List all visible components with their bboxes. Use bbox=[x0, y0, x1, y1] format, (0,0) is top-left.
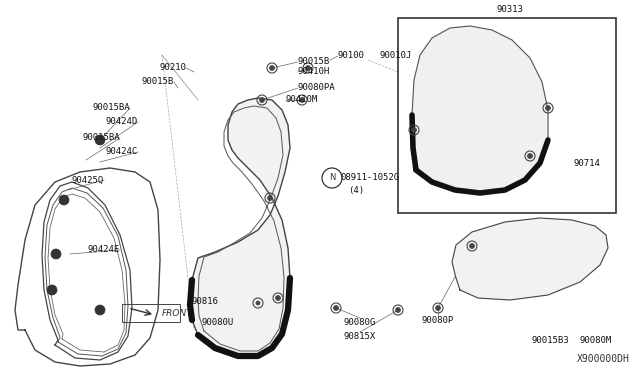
Circle shape bbox=[268, 196, 273, 201]
Bar bbox=[398, 18, 616, 213]
Bar bbox=[122, 304, 180, 322]
Text: 08911-1052G: 08911-1052G bbox=[340, 173, 399, 183]
Text: 90424E: 90424E bbox=[88, 246, 120, 254]
Circle shape bbox=[256, 301, 260, 305]
Polygon shape bbox=[190, 98, 290, 356]
Text: 90410H: 90410H bbox=[298, 67, 330, 77]
Circle shape bbox=[95, 305, 105, 315]
Text: X900000DH: X900000DH bbox=[577, 354, 630, 364]
Text: 90424C: 90424C bbox=[106, 148, 138, 157]
Text: 90015B3: 90015B3 bbox=[531, 336, 569, 345]
Circle shape bbox=[269, 65, 275, 71]
Circle shape bbox=[47, 285, 57, 295]
Text: 90816: 90816 bbox=[191, 298, 218, 307]
Circle shape bbox=[470, 244, 474, 248]
Text: 90015BA: 90015BA bbox=[83, 134, 120, 142]
Text: N: N bbox=[329, 173, 335, 183]
Circle shape bbox=[396, 308, 401, 312]
Text: 90424D: 90424D bbox=[106, 118, 138, 126]
Text: 90010J: 90010J bbox=[380, 51, 412, 61]
Text: 90080M: 90080M bbox=[580, 336, 612, 345]
Text: 90410M: 90410M bbox=[285, 96, 317, 105]
Circle shape bbox=[527, 154, 532, 158]
Polygon shape bbox=[412, 26, 548, 193]
Text: 90210: 90210 bbox=[159, 64, 186, 73]
Text: 90080PA: 90080PA bbox=[298, 83, 335, 93]
Text: 90815X: 90815X bbox=[344, 332, 376, 341]
Text: 90015B: 90015B bbox=[141, 77, 174, 87]
Text: 90080P: 90080P bbox=[422, 316, 454, 325]
Text: 90080G: 90080G bbox=[344, 318, 376, 327]
Circle shape bbox=[305, 65, 310, 71]
Circle shape bbox=[95, 135, 105, 145]
Circle shape bbox=[333, 305, 339, 311]
Circle shape bbox=[51, 249, 61, 259]
Text: 90425Q: 90425Q bbox=[72, 176, 104, 185]
Text: 90015BA: 90015BA bbox=[92, 103, 130, 112]
Text: 90100: 90100 bbox=[338, 51, 365, 61]
Circle shape bbox=[259, 97, 264, 103]
Circle shape bbox=[275, 295, 280, 301]
Text: 90313: 90313 bbox=[497, 5, 524, 14]
Text: 90080U: 90080U bbox=[202, 318, 234, 327]
Text: 90714: 90714 bbox=[574, 160, 601, 169]
Circle shape bbox=[300, 97, 305, 103]
Text: (4): (4) bbox=[348, 186, 364, 195]
Circle shape bbox=[412, 128, 417, 132]
Circle shape bbox=[435, 305, 440, 311]
Text: 90015B: 90015B bbox=[298, 58, 330, 67]
Text: FRONT: FRONT bbox=[162, 310, 193, 318]
Polygon shape bbox=[452, 218, 608, 300]
Circle shape bbox=[59, 195, 69, 205]
Circle shape bbox=[545, 106, 550, 110]
